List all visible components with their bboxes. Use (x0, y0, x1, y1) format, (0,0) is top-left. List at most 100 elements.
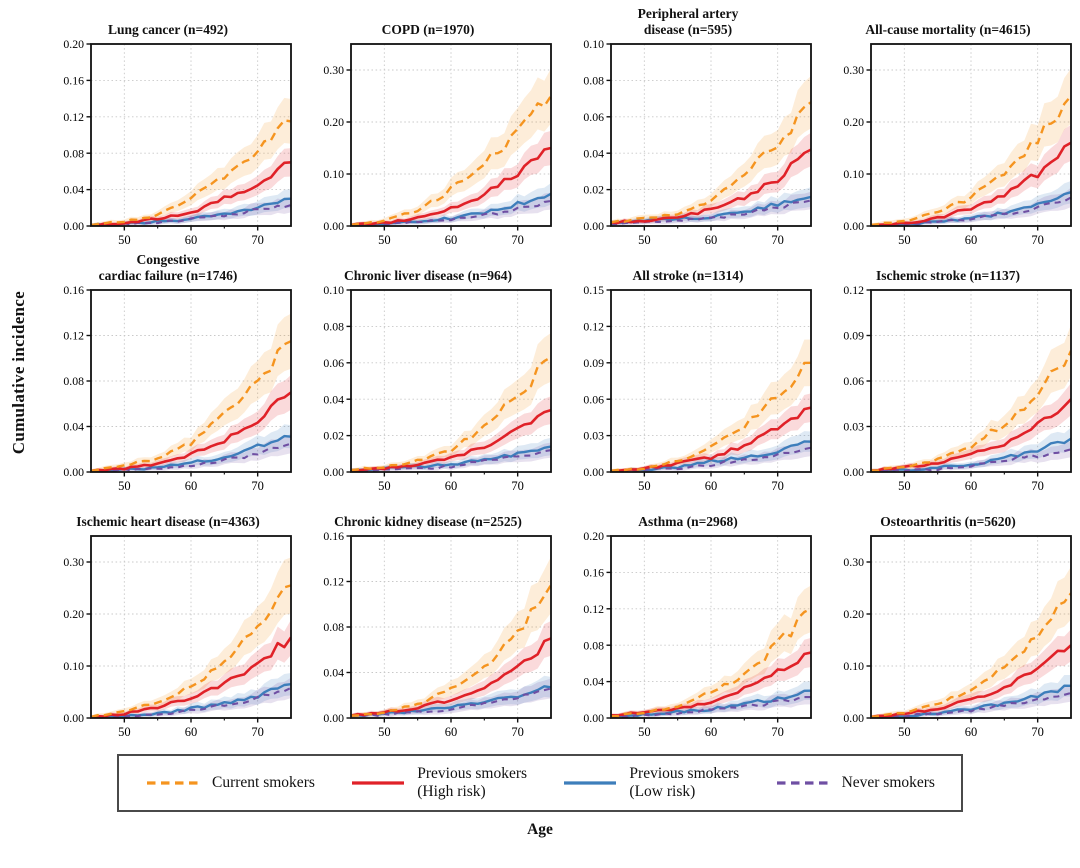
chart-panel: Congestive cardiac failure (n=1746) 50 60 70… (38, 250, 298, 496)
svg-text:70: 70 (251, 479, 264, 493)
panel-title: Peripheral artery disease (n=595) (637, 6, 739, 37)
panel-title: Ischemic heart disease (n=4363) (76, 514, 260, 529)
svg-text:50: 50 (638, 479, 651, 493)
svg-text:0.10: 0.10 (63, 659, 84, 673)
svg-text:60: 60 (185, 725, 198, 739)
svg-text:0.04: 0.04 (63, 420, 84, 434)
svg-text:0.04: 0.04 (583, 146, 604, 160)
svg-text:0.00: 0.00 (63, 711, 84, 725)
svg-text:0.08: 0.08 (63, 146, 84, 160)
legend-item-never: Never smokers (775, 774, 935, 792)
svg-text:0.16: 0.16 (63, 284, 84, 297)
svg-text:70: 70 (251, 725, 264, 739)
svg-text:0.12: 0.12 (63, 329, 84, 343)
svg-text:0.08: 0.08 (63, 374, 84, 388)
legend-label: Current smokers (212, 774, 315, 791)
legend-line-sample-never (776, 781, 829, 785)
svg-text:0.04: 0.04 (583, 675, 604, 689)
svg-text:50: 50 (118, 479, 131, 493)
chart-panel: Asthma (n=2968) 50 60 70 0.00 0.04 0.08 0.12 0.1… (558, 496, 818, 742)
svg-text:0.06: 0.06 (323, 356, 344, 370)
svg-text:0.00: 0.00 (323, 465, 344, 479)
svg-text:0.00: 0.00 (583, 711, 604, 725)
svg-text:0.00: 0.00 (843, 711, 864, 725)
panel-title: Chronic kidney disease (n=2525) (334, 514, 522, 529)
svg-text:0.00: 0.00 (843, 465, 864, 479)
panel-title: COPD (n=1970) (381, 22, 475, 37)
svg-text:0.10: 0.10 (323, 284, 344, 297)
svg-text:0.00: 0.00 (323, 711, 344, 725)
svg-text:0.30: 0.30 (843, 63, 864, 77)
svg-text:0.30: 0.30 (63, 555, 84, 569)
y-axis-label: Cumulative incidence (9, 291, 28, 455)
svg-text:0.10: 0.10 (843, 167, 864, 181)
svg-text:0.12: 0.12 (63, 110, 84, 124)
charts-grid: Lung cancer (n=492) 50 60 70 0.00 0.04 0.08 0.1… (38, 4, 1080, 742)
svg-text:0.12: 0.12 (583, 320, 604, 334)
legend-item-current: Current smokers (145, 774, 315, 792)
svg-text:0.12: 0.12 (323, 575, 344, 589)
svg-text:50: 50 (898, 725, 911, 739)
svg-text:60: 60 (185, 479, 198, 493)
panel-title: Asthma (n=2968) (638, 514, 738, 529)
chart-panel: Lung cancer (n=492) 50 60 70 0.00 0.04 0.08 0.1… (38, 4, 298, 250)
svg-text:70: 70 (1031, 725, 1044, 739)
svg-text:0.20: 0.20 (63, 607, 84, 621)
chart-canvas: 50 60 70 0.00 0.02 0.04 0.06 0.08 0.10 (583, 38, 812, 247)
svg-text:70: 70 (771, 725, 784, 739)
svg-text:0.00: 0.00 (583, 219, 604, 233)
panel-title: All stroke (n=1314) (632, 268, 744, 283)
legend-line-sample-high (352, 781, 405, 785)
svg-text:70: 70 (771, 479, 784, 493)
svg-text:0.06: 0.06 (583, 392, 604, 406)
svg-text:70: 70 (511, 233, 524, 247)
chart-panel: All-cause mortality (n=4615) 50 60 70 0.00 0.… (818, 4, 1078, 250)
svg-text:60: 60 (965, 479, 978, 493)
svg-text:50: 50 (638, 725, 651, 739)
panel-title: Ischemic stroke (n=1137) (876, 268, 1020, 283)
svg-text:70: 70 (251, 233, 264, 247)
svg-text:0.04: 0.04 (323, 666, 344, 680)
svg-text:60: 60 (445, 725, 458, 739)
svg-text:60: 60 (965, 725, 978, 739)
svg-text:0.15: 0.15 (583, 284, 604, 297)
chart-canvas: 50 60 70 0.00 0.10 0.20 0.30 (843, 43, 1072, 247)
legend: Current smokers Previous smokers (High ris… (117, 754, 963, 812)
svg-text:50: 50 (378, 725, 391, 739)
svg-text:0.16: 0.16 (63, 74, 84, 88)
svg-text:0.06: 0.06 (843, 374, 864, 388)
chart-panel: Osteoarthritis (n=5620) 50 60 70 0.00 0.10 0.2… (818, 496, 1078, 742)
svg-text:50: 50 (118, 725, 131, 739)
svg-text:50: 50 (898, 479, 911, 493)
svg-text:0.20: 0.20 (323, 115, 344, 129)
svg-text:50: 50 (378, 479, 391, 493)
chart-panel: Ischemic heart disease (n=4363) 50 60 70 0.0… (38, 496, 298, 742)
svg-text:0.02: 0.02 (583, 183, 604, 197)
svg-text:60: 60 (445, 233, 458, 247)
legend-item-low: Previous smokers (Low risk) (562, 765, 739, 801)
chart-panel: COPD (n=1970) 50 60 70 0.00 0.10 0.20 0.30 (298, 4, 558, 250)
svg-text:60: 60 (705, 725, 718, 739)
svg-text:0.08: 0.08 (323, 620, 344, 634)
panel-title: Congestive cardiac failure (n=1746) (98, 252, 238, 283)
chart-panel: Chronic kidney disease (n=2525) 50 60 70 0.0… (298, 496, 558, 742)
svg-text:0.00: 0.00 (63, 219, 84, 233)
svg-text:0.10: 0.10 (323, 167, 344, 181)
chart-canvas: 50 60 70 0.00 0.03 0.06 0.09 0.12 (843, 284, 1072, 493)
svg-text:0.09: 0.09 (843, 329, 864, 343)
svg-text:0.20: 0.20 (843, 607, 864, 621)
svg-text:0.03: 0.03 (843, 420, 864, 434)
chart-panel: Peripheral artery disease (n=595) 50 60 70 0.… (558, 4, 818, 250)
legend-label: Never smokers (841, 774, 935, 791)
svg-text:0.02: 0.02 (323, 429, 344, 443)
svg-text:70: 70 (1031, 233, 1044, 247)
panel-title: Chronic liver disease (n=964) (343, 268, 513, 283)
chart-canvas: 50 60 70 0.00 0.03 0.06 0.09 0.12 0.15 (583, 284, 812, 493)
chart-canvas: 50 60 70 0.00 0.04 0.08 0.12 0.16 (323, 530, 552, 739)
svg-text:0.20: 0.20 (583, 530, 604, 543)
chart-panel: All stroke (n=1314) 50 60 70 0.00 0.03 0.06 0.0… (558, 250, 818, 496)
svg-text:0.04: 0.04 (323, 392, 344, 406)
svg-text:0.08: 0.08 (323, 320, 344, 334)
svg-text:60: 60 (185, 233, 198, 247)
svg-text:50: 50 (118, 233, 131, 247)
